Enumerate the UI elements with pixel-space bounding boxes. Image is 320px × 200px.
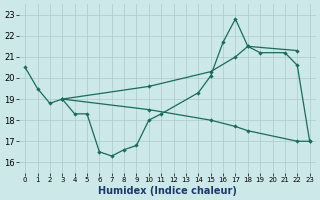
X-axis label: Humidex (Indice chaleur): Humidex (Indice chaleur) xyxy=(98,186,237,196)
